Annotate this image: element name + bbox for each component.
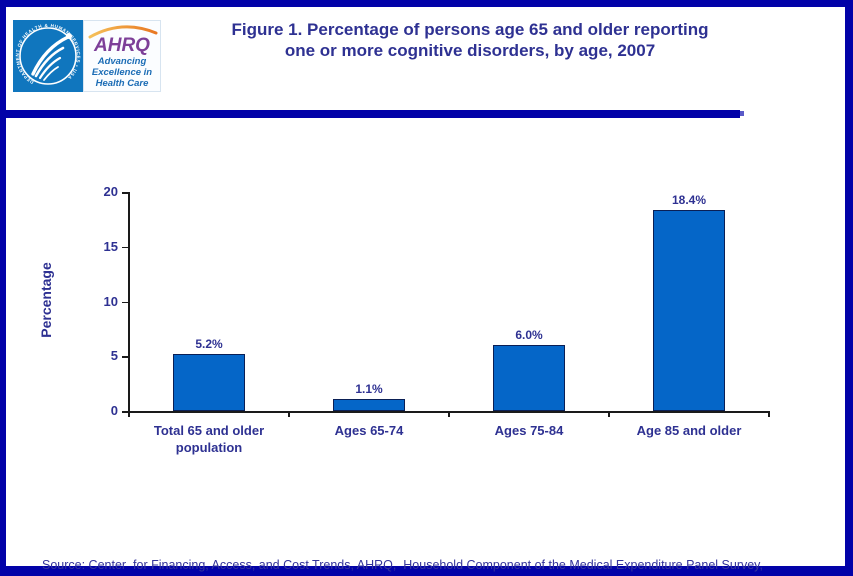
ahrq-hhs-logo: DEPARTMENT OF HEALTH & HUMAN SERVICES • … <box>13 20 161 92</box>
bar-value-label: 18.4% <box>671 192 707 207</box>
source-note: Source: Center for Financing, Access, an… <box>42 523 820 576</box>
y-axis-line <box>128 192 130 412</box>
bar <box>333 398 405 411</box>
ahrq-acronym-text: AHRQ <box>93 35 150 55</box>
source-note-line1: Source: Center for Financing, Access, an… <box>42 558 763 572</box>
bar <box>173 354 245 411</box>
x-category-label: Ages 75-84 <box>494 423 564 438</box>
x-category-label: Age 85 and older <box>636 423 742 438</box>
ahrq-wordmark-icon: AHRQ <box>88 25 158 55</box>
hhs-logo-panel: DEPARTMENT OF HEALTH & HUMAN SERVICES • … <box>13 20 83 92</box>
frame-border-top <box>0 0 853 7</box>
x-category-label: Ages 65-74 <box>334 423 404 438</box>
x-tick-mark <box>608 411 610 417</box>
figure-title-line1: Figure 1. Percentage of persons age 65 a… <box>231 20 709 39</box>
ahrq-tagline: Advancing Excellence in Health Care <box>91 56 153 89</box>
x-tick-mark <box>128 411 130 417</box>
x-tick-mark <box>288 411 290 417</box>
y-tick-label: 20 <box>103 184 118 199</box>
bar <box>653 209 725 411</box>
y-tick-label: 5 <box>110 348 118 364</box>
y-tick-mark <box>122 246 128 249</box>
bar-value-label: 1.1% <box>355 381 383 396</box>
y-axis-title: Percentage <box>38 262 54 338</box>
y-tick-label: 10 <box>103 293 118 309</box>
y-tick-mark <box>122 356 128 358</box>
figure-title: Figure 1. Percentage of persons age 65 a… <box>175 19 765 61</box>
frame-border-left <box>0 0 6 576</box>
bar-value-label: 6.0% <box>515 328 543 343</box>
y-tick-mark <box>122 411 128 413</box>
bar-value-label: 5.2% <box>195 337 223 352</box>
y-tick-mark <box>122 301 128 303</box>
header-divider-notch <box>740 111 744 116</box>
y-tick-label: 0 <box>110 403 118 418</box>
hhs-eagle-icon: DEPARTMENT OF HEALTH & HUMAN SERVICES • … <box>15 23 81 85</box>
frame-border-bottom <box>0 566 853 576</box>
bar <box>493 345 565 411</box>
x-tick-mark <box>768 411 770 417</box>
ahrq-logo-panel: AHRQ Advancing Excellence in Health Care <box>83 20 161 92</box>
x-category-label: Total 65 and older population <box>153 423 265 455</box>
frame-border-right <box>845 0 853 576</box>
header-divider-bar <box>6 110 740 118</box>
y-tick-mark <box>122 192 128 194</box>
y-tick-label: 15 <box>103 238 118 254</box>
figure-title-line2: one or more cognitive disorders, by age,… <box>284 41 656 60</box>
x-tick-mark <box>448 411 450 417</box>
